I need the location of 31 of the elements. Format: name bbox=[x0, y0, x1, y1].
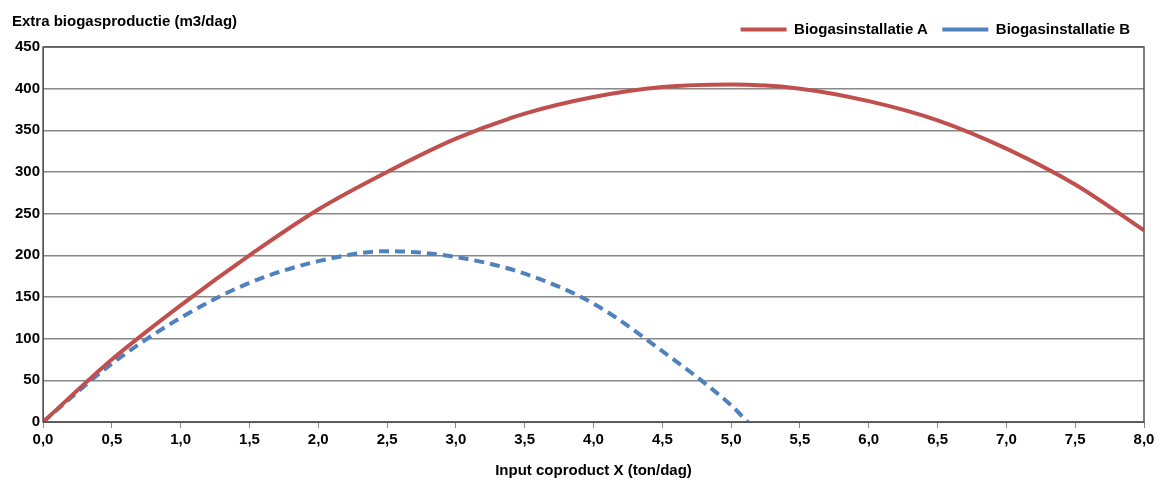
x-tick-label: 1,5 bbox=[239, 430, 260, 448]
x-tick-label: 3,0 bbox=[445, 430, 467, 448]
y-tick-label: 450 bbox=[15, 37, 41, 55]
x-tick-label: 2,0 bbox=[307, 430, 329, 448]
x-tick-label: 4,0 bbox=[583, 430, 604, 448]
x-tick-label: 5,0 bbox=[720, 430, 742, 448]
y-tick-label: 250 bbox=[15, 203, 41, 221]
legend-label: Biogasinstallatie B bbox=[995, 19, 1131, 37]
x-axis-title: Input coproduct X (ton/dag) bbox=[495, 461, 692, 479]
y-tick-label: 50 bbox=[23, 370, 41, 388]
x-tick-label: 0,5 bbox=[101, 430, 123, 448]
y-tick-label: 350 bbox=[15, 120, 41, 138]
x-tick-label: 6,5 bbox=[927, 430, 948, 448]
x-tick-label: 1,0 bbox=[170, 430, 192, 448]
x-tick-label: 7,0 bbox=[995, 430, 1017, 448]
y-tick-label: 300 bbox=[15, 162, 41, 180]
x-tick-label: 2,5 bbox=[376, 430, 398, 448]
x-tick-label: 6,0 bbox=[858, 430, 880, 448]
x-tick-label: 3,5 bbox=[514, 430, 536, 448]
x-tick-label: 5,5 bbox=[789, 430, 811, 448]
x-tick-label: 8,0 bbox=[1133, 430, 1155, 448]
x-tick-label: 4,5 bbox=[651, 430, 673, 448]
y-tick-label: 100 bbox=[15, 328, 41, 346]
y-axis-title: Extra biogasproductie (m3/dag) bbox=[12, 12, 238, 30]
x-tick-label: 0,0 bbox=[32, 430, 54, 448]
y-tick-label: 200 bbox=[15, 245, 41, 263]
legend-label: Biogasinstallatie A bbox=[794, 19, 928, 37]
y-tick-label: 0 bbox=[31, 412, 41, 430]
x-tick-label: 7,5 bbox=[1064, 430, 1086, 448]
y-tick-label: 400 bbox=[15, 78, 41, 96]
y-tick-label: 150 bbox=[15, 287, 41, 305]
